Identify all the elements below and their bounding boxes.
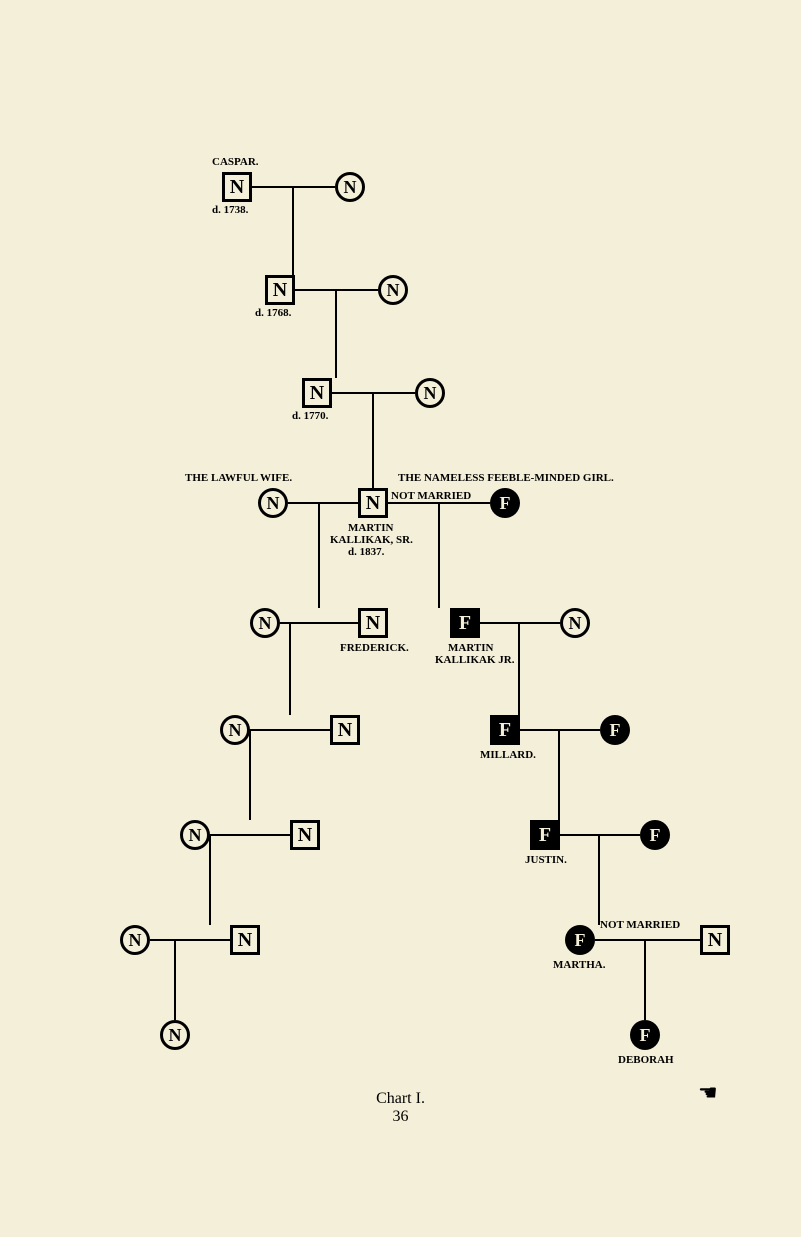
connector-vline — [644, 939, 646, 1020]
node-lawful3_m: N — [330, 715, 360, 745]
label-martin_jr_1: MARTIN — [448, 642, 493, 654]
label-not_married2: NOT MARRIED — [600, 919, 680, 931]
label-martin_jr_2: KALLIKAK JR. — [435, 654, 514, 666]
node-lawful_wife: N — [258, 488, 288, 518]
connector-vline — [372, 392, 374, 488]
label-martin_sr_2: KALLIKAK, SR. — [330, 534, 413, 546]
label-frederick: FREDERICK. — [340, 642, 409, 654]
page-number: 36 — [393, 1108, 409, 1125]
connector-vline — [438, 502, 440, 608]
label-d1768: d. 1768. — [255, 307, 291, 319]
label-d1770: d. 1770. — [292, 410, 328, 422]
node-lawful4_m: N — [290, 820, 320, 850]
node-lawful4_f: N — [180, 820, 210, 850]
chart-title: Chart I. — [376, 1090, 425, 1107]
label-martin_sr_1: MARTIN — [348, 522, 393, 534]
connector-hline — [280, 622, 358, 624]
node-gen2_m: N — [265, 275, 295, 305]
connector-hline — [250, 729, 330, 731]
label-nameless_girl: THE NAMELESS FEEBLE-MINDED GIRL. — [398, 472, 614, 484]
label-not_married: NOT MARRIED — [391, 490, 471, 502]
connector-hline — [480, 622, 560, 624]
node-martha_husband: N — [700, 925, 730, 955]
node-gen3_f: N — [415, 378, 445, 408]
node-nameless: F — [490, 488, 520, 518]
node-caspar: N — [222, 172, 252, 202]
node-justin: F — [530, 820, 560, 850]
label-caspar: CASPAR. — [212, 156, 259, 168]
label-martin_sr_3: d. 1837. — [348, 546, 384, 558]
label-millard: MILLARD. — [480, 749, 536, 761]
node-martin_jr: F — [450, 608, 480, 638]
label-d1738: d. 1738. — [212, 204, 248, 216]
node-frederick: N — [358, 608, 388, 638]
connector-hline — [560, 834, 640, 836]
node-lawful6: N — [160, 1020, 190, 1050]
connector-vline — [174, 939, 176, 1020]
connector-hline — [150, 939, 230, 941]
node-frederick_wife: N — [250, 608, 280, 638]
node-gen3_m: N — [302, 378, 332, 408]
node-justin_wife: F — [640, 820, 670, 850]
node-martin_jr_wife: N — [560, 608, 590, 638]
node-caspar_wife: N — [335, 172, 365, 202]
connector-vline — [318, 502, 320, 608]
connector-vline — [518, 622, 520, 715]
pointer-hand: ☚ — [698, 1080, 718, 1106]
node-martha: F — [565, 925, 595, 955]
node-martin_sr: N — [358, 488, 388, 518]
connector-vline — [249, 729, 251, 820]
connector-vline — [209, 834, 211, 925]
label-lawful_wife: THE LAWFUL WIFE. — [185, 472, 292, 484]
connector-hline — [520, 729, 600, 731]
label-deborah: DEBORAH — [618, 1054, 674, 1066]
node-millard_wife: F — [600, 715, 630, 745]
label-justin: JUSTIN. — [525, 854, 567, 866]
connector-vline — [289, 622, 291, 715]
connector-hline — [595, 939, 700, 941]
node-deborah: F — [630, 1020, 660, 1050]
connector-hline — [210, 834, 290, 836]
node-lawful3_f: N — [220, 715, 250, 745]
connector-vline — [558, 729, 560, 820]
node-lawful5_f: N — [120, 925, 150, 955]
label-martha: MARTHA. — [553, 959, 605, 971]
connector-vline — [292, 186, 294, 275]
node-lawful5_m: N — [230, 925, 260, 955]
connector-vline — [335, 289, 337, 378]
node-millard: F — [490, 715, 520, 745]
node-gen2_f: N — [378, 275, 408, 305]
connector-hline — [288, 502, 358, 504]
connector-vline — [598, 834, 600, 925]
